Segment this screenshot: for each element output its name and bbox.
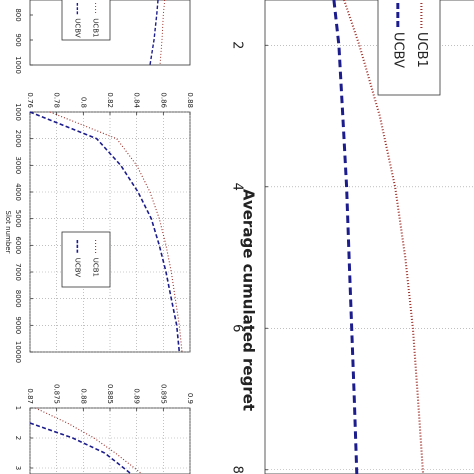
y-tick-label: 0.89	[133, 388, 141, 404]
series-line	[49, 111, 183, 353]
x-tick-label: 1000	[14, 103, 22, 121]
x-tick-label: 6000	[14, 236, 22, 254]
y-tick-label: 0.76	[26, 92, 34, 108]
x-tick-label: 1000	[14, 56, 22, 74]
y-tick-label: 0.895	[159, 384, 167, 404]
x-tick-label: 800	[14, 8, 22, 21]
plot-frame	[264, 0, 474, 474]
x-tick-label: 2	[14, 436, 22, 440]
y-tick-label: 0.885	[106, 384, 114, 404]
legend-label: UCB1	[414, 32, 429, 68]
legend-label: UCBV	[73, 18, 81, 38]
legend-label: UCBV	[390, 32, 405, 68]
series-line	[149, 0, 159, 66]
x-tick-label: 4	[230, 183, 245, 191]
x-tick-label: 2	[230, 41, 245, 49]
series-line	[332, 0, 359, 474]
y-tick-label: 0.8	[79, 97, 87, 108]
x-tick-label: 900	[14, 33, 22, 46]
x-tick-label: 8	[230, 466, 245, 474]
y-tick-label: 0.87	[26, 388, 34, 404]
y-tick-label: 0.78	[53, 92, 61, 108]
x-tick-label: 8000	[14, 290, 22, 308]
legend-label: UCB1	[92, 18, 100, 37]
x-tick-label: 4000	[14, 183, 22, 201]
y-tick-label: 0.875	[53, 384, 61, 404]
x-tick-label: 2000	[14, 130, 22, 148]
legend	[61, 231, 111, 288]
series-line	[29, 111, 181, 353]
series-line	[343, 0, 425, 474]
x-tick-label: 7000	[14, 263, 22, 281]
x-tick-label: 1	[14, 406, 22, 410]
x-tick-label: 5000	[14, 210, 22, 228]
y-tick-label: 0.84	[133, 92, 141, 108]
legend	[377, 0, 441, 96]
legend	[61, 0, 111, 41]
series-line	[159, 0, 166, 66]
y-tick-label: 0.88	[79, 388, 87, 404]
x-tick-label: 6	[230, 324, 245, 332]
y-tick-label: 0.82	[106, 92, 114, 108]
x-tick-label: 10000	[14, 341, 22, 363]
series-line	[29, 422, 132, 474]
y-tick-label: 0.86	[159, 92, 167, 108]
y-tick-label: 0.9	[186, 393, 194, 404]
x-tick-label: 9000	[14, 316, 22, 334]
x-tick-label: 3	[14, 466, 22, 470]
x-tick-label: 3000	[14, 156, 22, 174]
legend-label: UCB1	[92, 258, 100, 277]
legend-label: UCBV	[73, 258, 81, 278]
chart-title: Average cumulated regret	[240, 189, 258, 411]
x-axis-label: Slot number	[4, 211, 12, 254]
y-tick-label: 0.88	[186, 92, 194, 108]
